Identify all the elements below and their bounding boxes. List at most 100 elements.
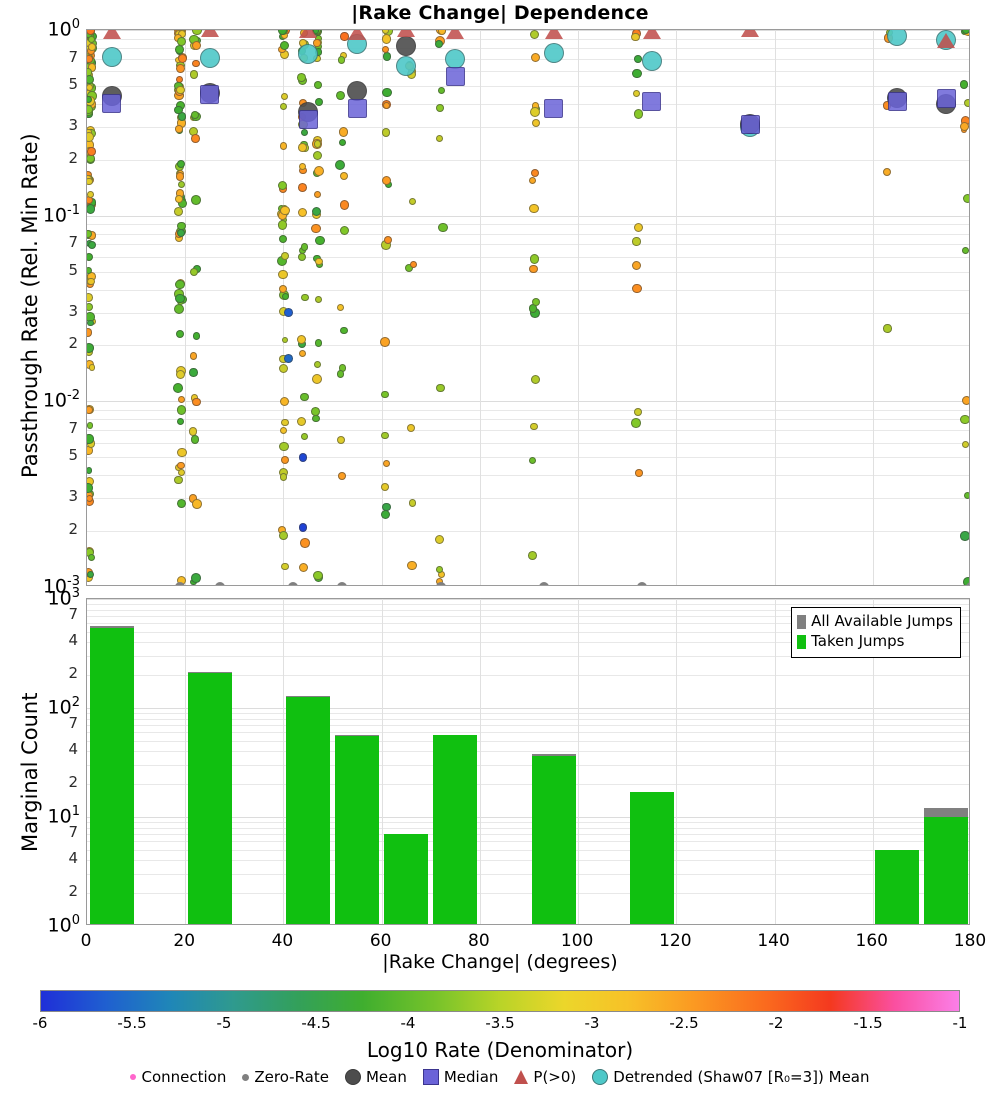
scatter-point xyxy=(382,502,391,512)
scatter-point xyxy=(87,131,95,142)
gridline xyxy=(87,48,969,49)
x-tick-label: 180 xyxy=(953,931,987,951)
scatter-point xyxy=(189,352,197,360)
scatter-point xyxy=(883,324,892,333)
scatter-point xyxy=(531,168,540,178)
scatter-point xyxy=(191,133,200,143)
y-tick-label-minor: 4 xyxy=(68,740,78,759)
scatter-point xyxy=(382,51,392,61)
y-tick-label-minor: 7 xyxy=(68,419,78,438)
scatter-point xyxy=(87,204,96,214)
gridline xyxy=(87,457,969,459)
gridline xyxy=(774,599,776,924)
scatter-point xyxy=(529,107,540,118)
legend-item: All Available Jumps xyxy=(797,612,953,632)
scatter-point xyxy=(436,566,444,574)
scatter-point xyxy=(175,195,183,204)
scatter-point xyxy=(279,396,289,406)
scatter-point xyxy=(336,91,346,100)
scatter-point xyxy=(193,332,201,340)
scatter-point xyxy=(959,80,969,89)
x-tick-label: 0 xyxy=(80,931,92,951)
gridline xyxy=(87,631,969,633)
marker-legend-item: P(>0) xyxy=(514,1068,576,1086)
marker-p-gt-0 xyxy=(741,30,759,37)
scatter-point xyxy=(530,53,540,63)
marker-median xyxy=(445,67,465,87)
gridline xyxy=(87,289,969,291)
gridline xyxy=(87,224,969,226)
marker-legend-item: Median xyxy=(422,1068,498,1086)
scatter-point xyxy=(298,452,308,462)
gridline xyxy=(185,30,187,585)
scatter-point xyxy=(962,247,969,255)
gridline xyxy=(87,827,969,829)
gridline xyxy=(87,38,969,40)
scatter-point xyxy=(435,134,443,142)
legend-swatch xyxy=(797,634,807,649)
scatter-point xyxy=(383,102,390,110)
marker-p-gt-0 xyxy=(446,30,465,39)
scatter-point xyxy=(312,151,322,161)
bar-taken-jumps xyxy=(335,736,380,924)
scatter-point xyxy=(313,165,324,176)
scatter-y-axis-label: Passthrough Rate (Rel. Min Rate) xyxy=(18,132,42,478)
marker-zero-rate xyxy=(435,582,446,585)
gridline xyxy=(479,599,481,924)
marker-p-gt-0 xyxy=(937,33,956,49)
scatter-point xyxy=(381,30,390,35)
scatter-point xyxy=(296,334,307,344)
scatter-point xyxy=(635,469,643,477)
scatter-point xyxy=(88,36,96,44)
gridline xyxy=(87,531,969,533)
gridline xyxy=(87,822,969,823)
legend-triangle-icon xyxy=(514,1070,529,1084)
scatter-point xyxy=(315,235,325,246)
scatter-point xyxy=(530,422,538,431)
marker-p-gt-0 xyxy=(348,30,367,41)
scatter-point xyxy=(531,297,541,307)
y-tick-label-minor: 7 xyxy=(68,713,78,732)
marker-detrended-mean xyxy=(199,47,220,68)
scatter-point xyxy=(87,328,93,337)
scatter-point xyxy=(173,206,183,216)
gridline xyxy=(87,740,969,742)
gridline xyxy=(87,765,969,766)
scatter-point xyxy=(435,383,445,393)
colorbar-tick-label: -4 xyxy=(400,1014,416,1032)
marker-legend: Connection Zero-Rate Mean Median P(>0) Detren… xyxy=(0,1068,1000,1086)
scatter-point xyxy=(87,83,94,92)
y-tick-label: 10-2 xyxy=(42,388,80,412)
marker-legend-label: Detrended (Shaw07 [R₀=3]) Mean xyxy=(613,1068,870,1086)
x-tick-label: 60 xyxy=(369,931,392,951)
scatter-point xyxy=(336,370,345,378)
scatter-point xyxy=(175,125,183,133)
scatter-point xyxy=(192,498,202,509)
marker-detrended-mean xyxy=(887,30,908,46)
scatter-point xyxy=(279,103,287,111)
scatter-point xyxy=(87,434,94,444)
marker-detrended-mean xyxy=(543,43,564,64)
scatter-point xyxy=(173,105,183,115)
legend-item: Taken Jumps xyxy=(797,632,953,652)
gridline xyxy=(87,860,969,862)
scatter-point xyxy=(960,121,969,132)
scatter-point xyxy=(87,494,93,503)
scatter-point xyxy=(633,407,642,416)
scatter-point xyxy=(529,177,537,185)
scatter-point xyxy=(280,205,290,216)
scatter-point xyxy=(177,54,188,64)
gridline xyxy=(87,841,969,843)
gridline xyxy=(872,30,874,585)
marker-zero-rate xyxy=(637,582,647,585)
scatter-point xyxy=(177,417,185,425)
scatter-point xyxy=(298,522,308,532)
scatter-point xyxy=(279,40,289,50)
y-tick-label-minor: 2 xyxy=(68,148,78,167)
marker-zero-rate xyxy=(214,582,225,585)
bar-taken-jumps xyxy=(875,849,920,924)
x-tick-label: 160 xyxy=(855,931,888,951)
colorbar-tick-label: -5 xyxy=(216,1014,232,1032)
legend-label: All Available Jumps xyxy=(811,612,953,630)
y-tick-label-minor: 7 xyxy=(68,604,78,623)
